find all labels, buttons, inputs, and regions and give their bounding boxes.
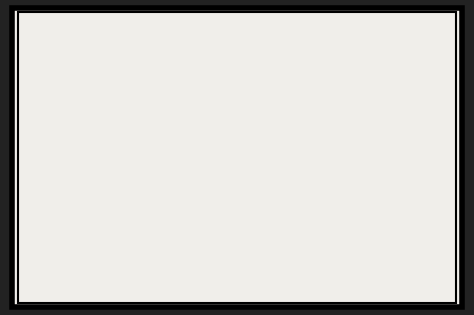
Text: Four Limbs
(Tetrapods): Four Limbs (Tetrapods) (236, 132, 286, 152)
Text: Mammals: Mammals (358, 48, 406, 57)
Text: Feathers: Feathers (368, 228, 406, 237)
Text: Birds*: Birds* (311, 48, 342, 57)
Text: Simpler Morphogenetic Fields: Simpler Morphogenetic Fields (283, 166, 415, 175)
Text: Hair, Milk: Hair, Milk (354, 211, 398, 220)
Text: Fish: Fish (62, 48, 83, 57)
Text: Paramphibians: Paramphibians (113, 48, 186, 57)
Text: Reptiles: Reptiles (255, 48, 295, 57)
Text: Amniotic Egg (Amniotes): Amniotic Egg (Amniotes) (319, 188, 427, 198)
Text: Amphibians: Amphibians (180, 48, 238, 57)
